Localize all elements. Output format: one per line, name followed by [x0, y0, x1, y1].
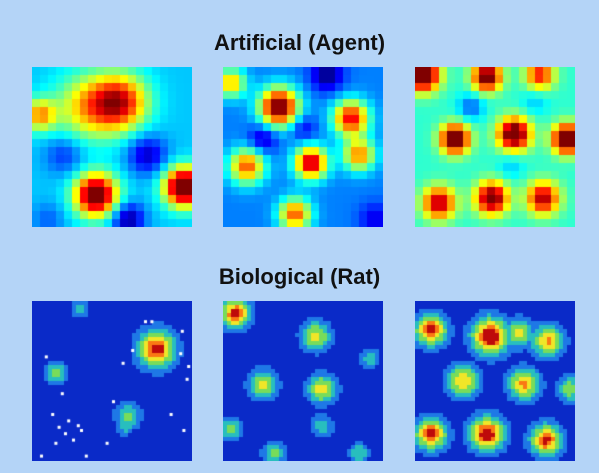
artificial-agent-title: Artificial (Agent): [213, 30, 386, 55]
agent-grid-map-3: [415, 67, 575, 227]
agent-grid-map-2: [223, 67, 383, 227]
biological-rat-title: Biological (Rat): [218, 264, 381, 289]
rat-grid-map-3: [415, 301, 575, 461]
rat-grid-map-1: [32, 301, 192, 461]
rat-grid-map-2: [223, 301, 383, 461]
agent-grid-map-1: [32, 67, 192, 227]
